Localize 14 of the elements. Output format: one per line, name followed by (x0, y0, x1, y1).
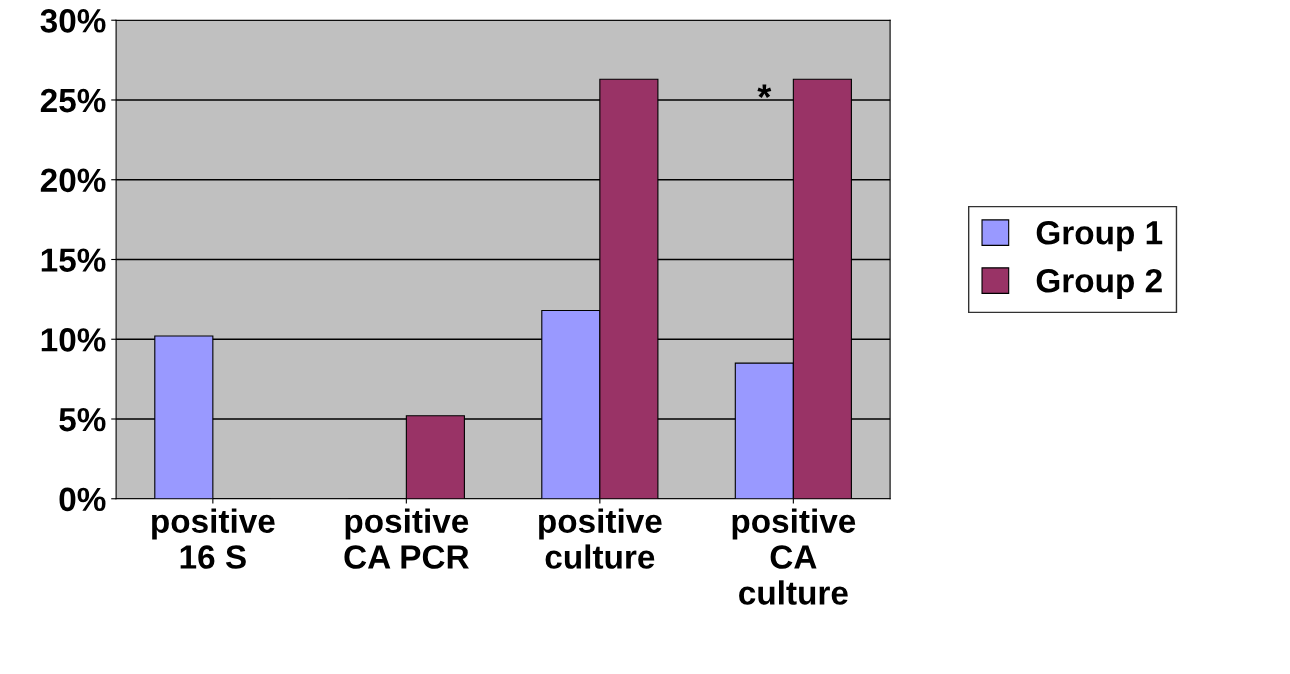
y-tick-label: 25% (40, 88, 106, 113)
legend-label: Group 1 (1036, 220, 1163, 252)
y-tick-label: 10% (41, 328, 106, 352)
y-tick-label: 30% (40, 9, 106, 33)
x-tick-label: positive 16 S (152, 508, 275, 569)
y-tick-label: 15% (41, 248, 106, 272)
y-tick-label: 5% (59, 407, 106, 432)
y-tick-label: 0% (59, 487, 106, 512)
x-tick-label: positive culture (539, 508, 662, 569)
x-tick-label: positive CA PCR (344, 508, 469, 569)
y-tick-label: 20% (40, 168, 106, 193)
legend-label: Group 2 (1036, 268, 1162, 300)
annotation: * (757, 84, 772, 98)
x-tick-label: positive CA culture (732, 508, 856, 605)
